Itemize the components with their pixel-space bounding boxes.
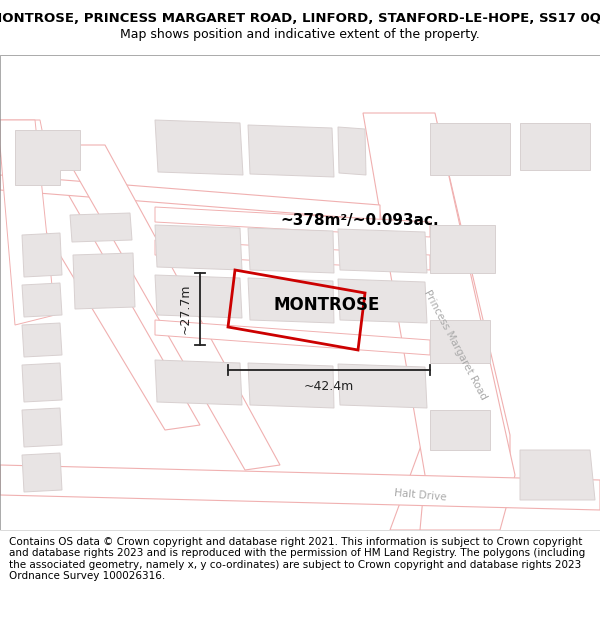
Polygon shape xyxy=(22,323,62,357)
Polygon shape xyxy=(0,120,45,145)
Polygon shape xyxy=(22,453,62,492)
Polygon shape xyxy=(248,363,334,408)
Polygon shape xyxy=(430,123,510,175)
Polygon shape xyxy=(338,127,366,175)
Polygon shape xyxy=(22,283,62,317)
Polygon shape xyxy=(520,450,595,500)
Polygon shape xyxy=(430,410,490,450)
Polygon shape xyxy=(338,229,427,273)
Polygon shape xyxy=(155,225,242,270)
Polygon shape xyxy=(22,408,62,447)
Text: Halt Drive: Halt Drive xyxy=(394,488,446,502)
Polygon shape xyxy=(0,120,55,325)
Polygon shape xyxy=(338,364,427,408)
Text: Contains OS data © Crown copyright and database right 2021. This information is : Contains OS data © Crown copyright and d… xyxy=(9,537,585,581)
Text: ~42.4m: ~42.4m xyxy=(304,380,354,393)
Polygon shape xyxy=(248,278,334,323)
Polygon shape xyxy=(73,253,135,309)
Text: MONTROSE, PRINCESS MARGARET ROAD, LINFORD, STANFORD-LE-HOPE, SS17 0QY: MONTROSE, PRINCESS MARGARET ROAD, LINFOR… xyxy=(0,12,600,25)
Polygon shape xyxy=(248,125,334,177)
Text: Princess Margaret Road: Princess Margaret Road xyxy=(422,288,488,402)
Polygon shape xyxy=(15,130,80,185)
Polygon shape xyxy=(248,228,334,273)
Text: Map shows position and indicative extent of the property.: Map shows position and indicative extent… xyxy=(120,28,480,41)
Polygon shape xyxy=(363,113,515,530)
Polygon shape xyxy=(0,465,600,510)
Polygon shape xyxy=(70,213,132,242)
Polygon shape xyxy=(430,320,490,363)
Polygon shape xyxy=(155,320,430,355)
Text: MONTROSE: MONTROSE xyxy=(274,296,380,314)
Polygon shape xyxy=(0,175,380,220)
Polygon shape xyxy=(338,279,427,323)
Polygon shape xyxy=(155,120,243,175)
Polygon shape xyxy=(155,207,430,237)
Text: ~378m²/~0.093ac.: ~378m²/~0.093ac. xyxy=(280,213,439,228)
Polygon shape xyxy=(155,240,430,270)
Polygon shape xyxy=(155,275,242,318)
Polygon shape xyxy=(365,115,510,530)
Polygon shape xyxy=(520,123,590,170)
Polygon shape xyxy=(22,363,62,402)
Text: ~27.7m: ~27.7m xyxy=(179,284,192,334)
Polygon shape xyxy=(65,145,280,470)
Polygon shape xyxy=(430,225,495,273)
Polygon shape xyxy=(22,233,62,277)
Polygon shape xyxy=(0,145,200,430)
Polygon shape xyxy=(155,360,242,405)
